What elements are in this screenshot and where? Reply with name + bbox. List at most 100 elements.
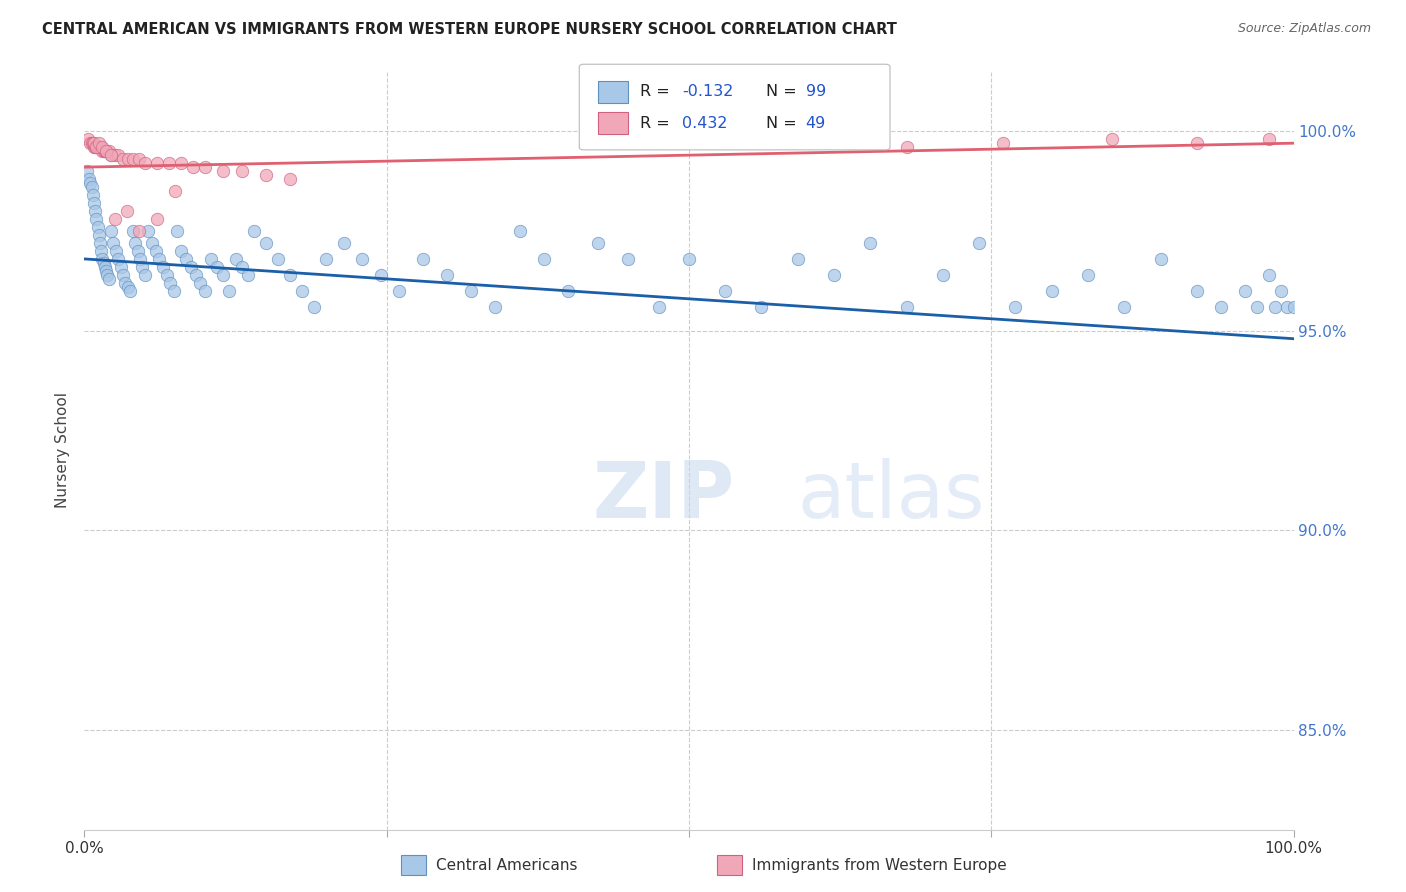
Point	[79, 136, 101, 151]
Point	[1185, 284, 1208, 298]
Text: R =: R =	[640, 85, 675, 99]
Point	[127, 244, 149, 258]
Point	[79, 176, 101, 190]
Point	[207, 260, 229, 274]
Point	[1149, 252, 1171, 266]
Text: R =: R =	[640, 116, 675, 130]
Point	[1101, 132, 1123, 146]
Y-axis label: Nursery School: Nursery School	[55, 392, 70, 508]
Point	[212, 268, 235, 282]
Point	[83, 196, 105, 211]
Point	[1077, 268, 1099, 282]
Point	[1209, 300, 1232, 314]
Point	[1234, 284, 1257, 298]
Point	[115, 204, 138, 219]
Point	[1246, 300, 1268, 314]
Point	[163, 284, 186, 298]
Point	[131, 260, 153, 274]
Point	[155, 268, 177, 282]
Point	[242, 224, 264, 238]
Text: -0.132: -0.132	[682, 85, 734, 99]
Point	[557, 284, 579, 298]
Point	[184, 268, 207, 282]
Point	[1258, 268, 1281, 282]
Point	[97, 144, 120, 158]
Point	[533, 252, 555, 266]
Point	[84, 204, 107, 219]
Point	[509, 224, 531, 238]
Point	[94, 260, 117, 274]
Point	[1040, 284, 1063, 298]
Point	[104, 148, 127, 162]
Point	[194, 160, 217, 174]
Point	[157, 156, 180, 170]
Point	[333, 235, 356, 250]
Point	[96, 268, 118, 282]
Point	[302, 300, 325, 314]
Point	[236, 268, 259, 282]
Point	[181, 160, 204, 174]
Point	[94, 144, 117, 158]
Point	[110, 260, 132, 274]
Point	[138, 224, 160, 238]
Point	[107, 148, 129, 162]
Point	[100, 148, 122, 162]
Point	[166, 224, 188, 238]
Point	[145, 244, 167, 258]
Point	[93, 256, 115, 270]
Point	[254, 235, 277, 250]
Point	[617, 252, 640, 266]
Point	[117, 280, 139, 294]
Point	[93, 144, 115, 158]
Point	[146, 212, 169, 227]
Point	[165, 184, 187, 198]
Point	[89, 140, 111, 154]
Point	[174, 252, 197, 266]
Point	[278, 172, 301, 186]
Point	[859, 235, 882, 250]
Point	[104, 244, 127, 258]
Point	[86, 140, 108, 154]
Point	[412, 252, 434, 266]
Point	[94, 264, 117, 278]
Point	[128, 224, 150, 238]
Point	[190, 276, 212, 290]
Point	[1282, 300, 1305, 314]
Point	[121, 152, 143, 166]
Text: 49: 49	[806, 116, 825, 130]
Point	[267, 252, 290, 266]
Point	[291, 284, 314, 298]
Point	[129, 252, 152, 266]
Point	[91, 140, 114, 154]
Point	[218, 284, 240, 298]
Point	[315, 252, 337, 266]
Point	[436, 268, 458, 282]
Point	[146, 156, 169, 170]
Point	[84, 140, 107, 154]
Point	[152, 260, 174, 274]
Point	[148, 252, 170, 266]
Point	[86, 140, 108, 154]
Point	[170, 156, 193, 170]
Text: N =: N =	[766, 116, 803, 130]
Point	[91, 252, 114, 266]
Point	[134, 156, 156, 170]
Point	[159, 276, 181, 290]
Point	[97, 272, 120, 286]
Point	[112, 268, 135, 282]
Point	[103, 235, 125, 250]
Text: CENTRAL AMERICAN VS IMMIGRANTS FROM WESTERN EUROPE NURSERY SCHOOL CORRELATION CH: CENTRAL AMERICAN VS IMMIGRANTS FROM WEST…	[42, 22, 897, 37]
Point	[87, 140, 110, 154]
Point	[86, 219, 108, 234]
Point	[134, 268, 156, 282]
Point	[80, 180, 103, 194]
Point	[100, 148, 122, 162]
Point	[212, 164, 235, 178]
Point	[1114, 300, 1136, 314]
Point	[588, 235, 610, 250]
Point	[896, 140, 918, 154]
Point	[94, 144, 117, 158]
Point	[82, 188, 104, 202]
Point	[124, 235, 146, 250]
Point	[1277, 300, 1299, 314]
